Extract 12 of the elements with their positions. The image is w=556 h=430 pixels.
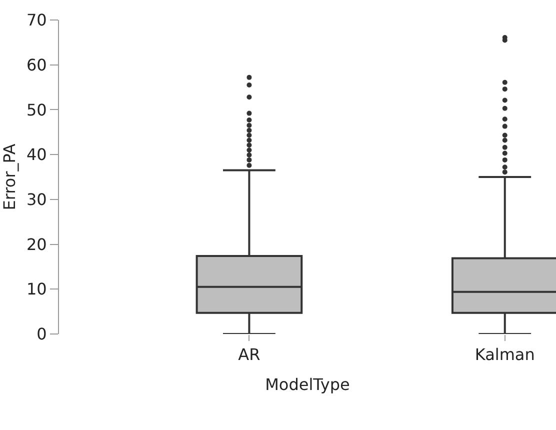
y-tick-label: 50 — [26, 100, 47, 120]
y-tick-label: 20 — [26, 234, 47, 254]
y-tick-label: 60 — [26, 55, 47, 74]
x-tick-label: AR — [238, 345, 260, 364]
y-tick-label: 70 — [26, 10, 47, 30]
y-tick-label: 0 — [36, 324, 47, 344]
x-tick-label: Kalman — [474, 345, 535, 364]
y-tick-label: 10 — [26, 280, 47, 299]
x-axis-title: ModelType — [265, 374, 350, 394]
y-tick-label: 40 — [26, 145, 47, 164]
y-axis-title: Error_PA — [0, 144, 19, 210]
y-tick-label: 30 — [26, 190, 47, 210]
